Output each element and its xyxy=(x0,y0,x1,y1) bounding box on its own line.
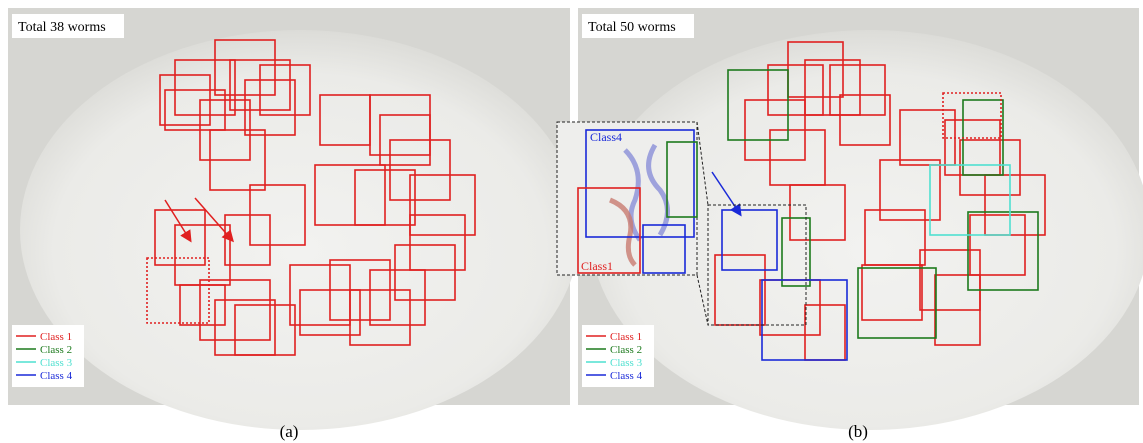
legend-label: Class 3 xyxy=(610,357,643,369)
inset-label: Class4 xyxy=(590,130,622,144)
legend-label: Class 3 xyxy=(40,357,73,369)
legend-label: Class 2 xyxy=(40,344,72,356)
legend-label: Class 1 xyxy=(610,331,642,343)
inset-label: Class1 xyxy=(581,259,613,273)
legend-label: Class 4 xyxy=(610,370,643,382)
legend-label: Class 4 xyxy=(40,370,73,382)
caption: (a) xyxy=(280,422,299,441)
figure: Total 38 worms Class 1Class 2Class 3Clas… xyxy=(0,0,1143,443)
inset: Class4 Class1 xyxy=(557,122,697,275)
panel-b: Total 50 worms Class4 Class1 Class 1Clas… xyxy=(557,8,1143,441)
title: Total 38 worms xyxy=(18,20,106,35)
dish xyxy=(20,30,580,430)
legend-label: Class 2 xyxy=(610,344,642,356)
legend-label: Class 1 xyxy=(40,331,72,343)
title: Total 50 worms xyxy=(588,20,676,35)
caption: (b) xyxy=(848,422,868,441)
